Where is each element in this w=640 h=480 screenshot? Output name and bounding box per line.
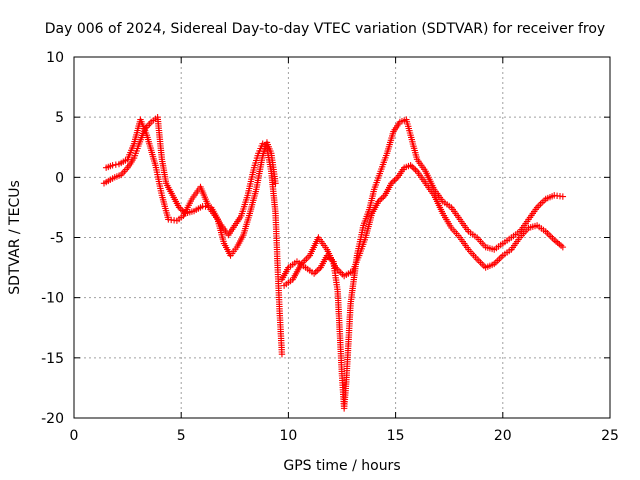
interpolated-markers (283, 162, 565, 288)
series-trace-d (280, 162, 567, 289)
x-tick-label: 5 (177, 428, 186, 444)
y-tick-label: -5 (50, 231, 64, 247)
y-tick-label: -15 (41, 351, 64, 367)
x-tick-label: 0 (70, 428, 79, 444)
x-axis-label: GPS time / hours (283, 458, 400, 474)
y-tick-label: -20 (41, 411, 64, 427)
x-tick-label: 20 (494, 428, 512, 444)
x-tick-label: 10 (279, 428, 297, 444)
ticks-layer: 0 5 10 15 20 25 10 5 0 -5 -10 -15 -20 (41, 50, 619, 444)
y-axis-label: SDTVAR / TECUs (7, 180, 23, 295)
y-tick-label: 10 (46, 50, 64, 66)
interpolated-markers (103, 115, 285, 356)
x-tick-label: 25 (601, 428, 619, 444)
series-trace-b (102, 116, 279, 259)
points-layer (100, 113, 567, 412)
x-tick-label: 15 (387, 428, 405, 444)
interpolated-markers (105, 118, 279, 257)
y-tick-label: -10 (41, 291, 64, 307)
y-tick-label: 0 (55, 170, 64, 186)
series-trace-c (278, 116, 567, 412)
chart-title: Day 006 of 2024, Sidereal Day-to-day VTE… (45, 21, 605, 37)
interpolated-markers (279, 117, 564, 410)
y-tick-label: 5 (55, 110, 64, 126)
